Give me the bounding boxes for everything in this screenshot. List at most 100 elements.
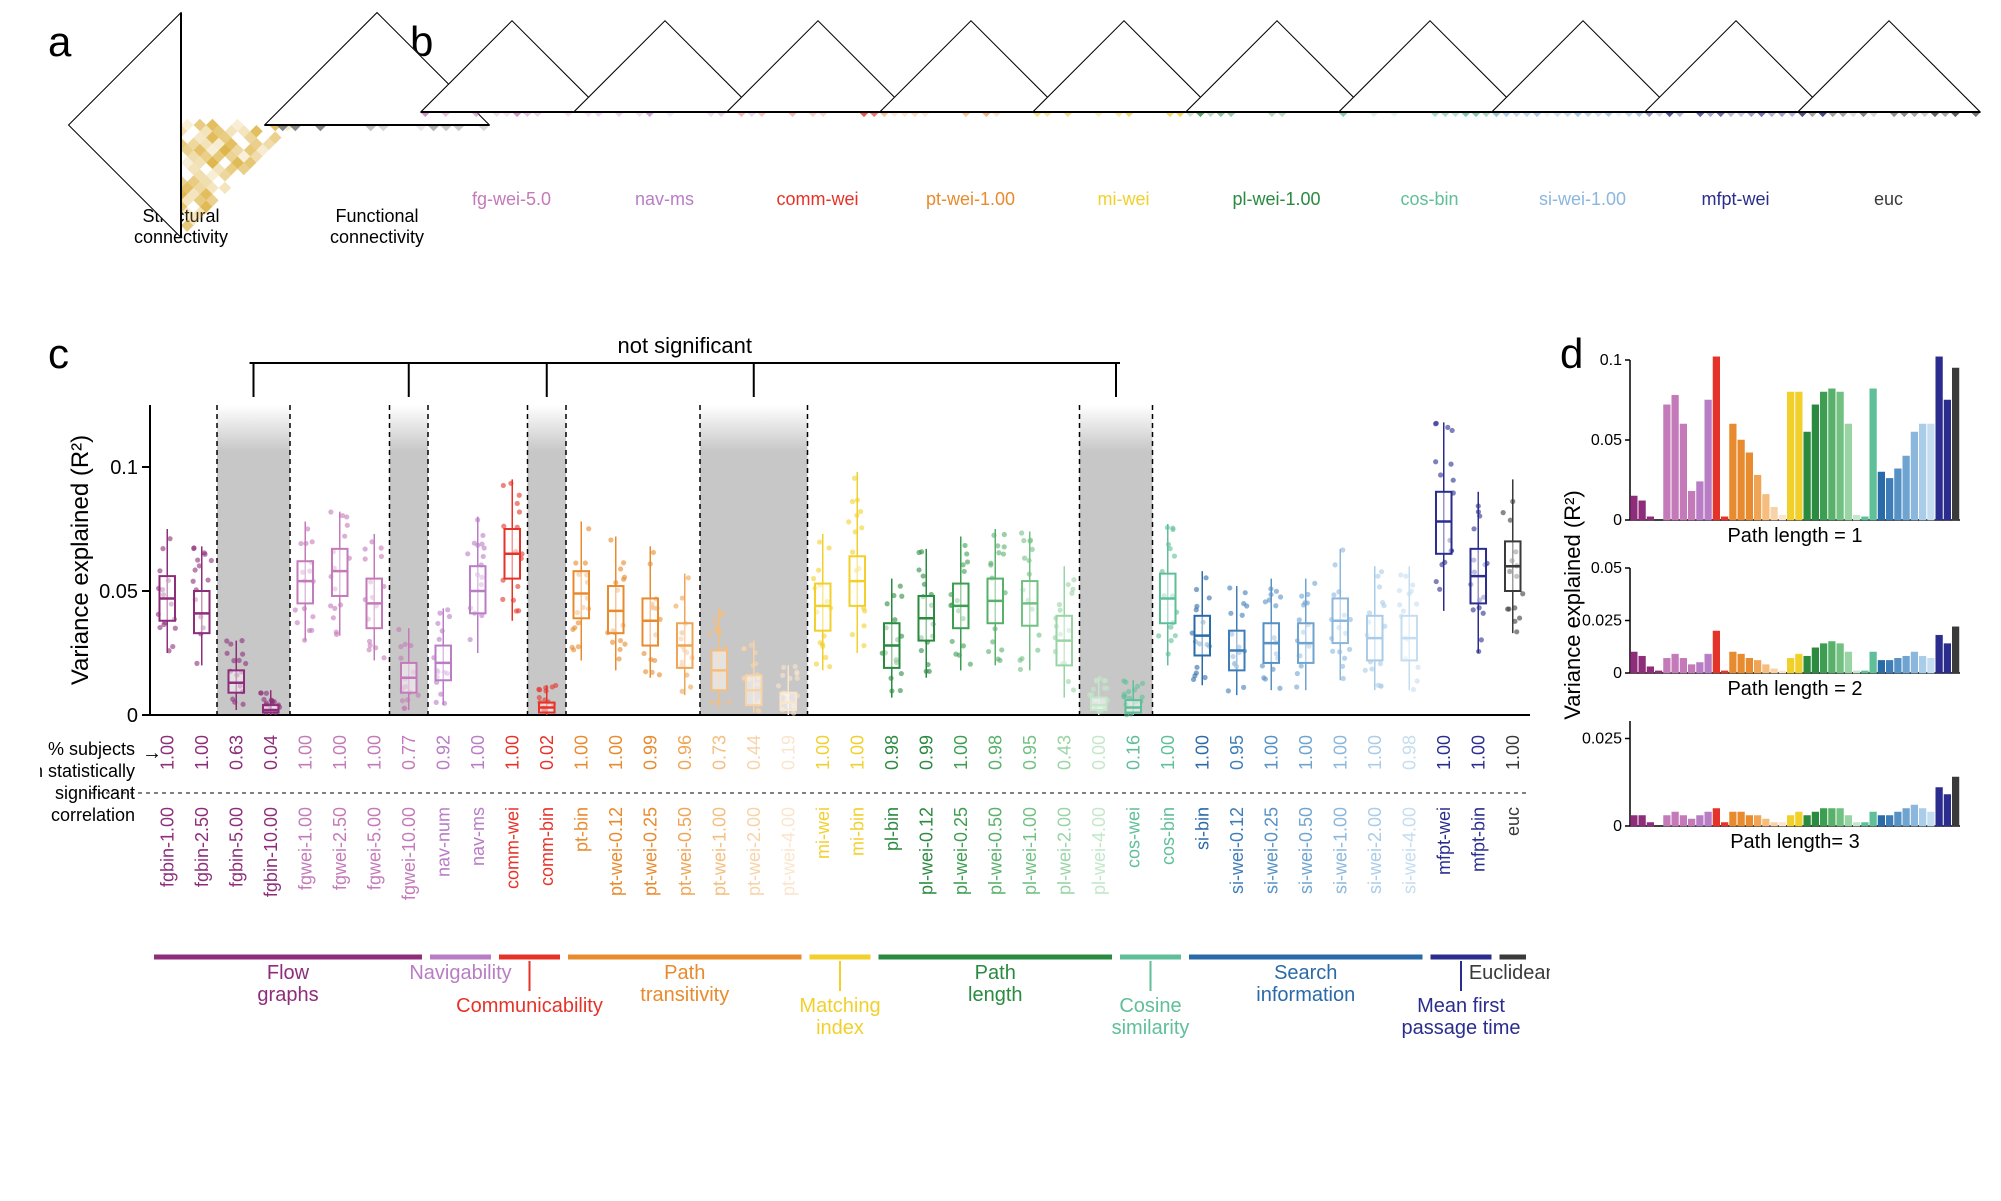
svg-text:0.05: 0.05: [1591, 432, 1622, 449]
svg-text:0.02: 0.02: [537, 735, 557, 770]
svg-text:0.1: 0.1: [1600, 352, 1622, 369]
svg-text:cos-bin: cos-bin: [1158, 807, 1178, 865]
svg-text:pt-wei-1.00: pt-wei-1.00: [709, 807, 729, 896]
communication-matrix: fg-wei-5.0: [440, 40, 583, 210]
communication-matrix: cos-bin: [1358, 40, 1501, 210]
svg-text:1.00: 1.00: [1434, 735, 1454, 770]
communication-matrix: nav-ms: [593, 40, 736, 210]
svg-text:pl-wei-0.50: pl-wei-0.50: [985, 807, 1005, 895]
svg-text:pl-wei-0.25: pl-wei-0.25: [951, 807, 971, 895]
svg-text:0.73: 0.73: [709, 735, 729, 770]
svg-text:0.44: 0.44: [744, 735, 764, 770]
panel-d-chart: Variance explained (R²)00.050.1Path leng…: [1560, 345, 1980, 865]
svg-text:1.00: 1.00: [813, 735, 833, 770]
panel-b: fg-wei-5.0nav-mscomm-weipt-wei-1.00mi-we…: [440, 40, 1960, 210]
panel-c-chart: 00.050.1Variance explained (R²)not signi…: [40, 290, 1550, 1190]
svg-text:si-wei-0.12: si-wei-0.12: [1227, 807, 1247, 894]
svg-text:0.98: 0.98: [1399, 735, 1419, 770]
svg-text:pt-wei-0.25: pt-wei-0.25: [640, 807, 660, 896]
svg-text:0.95: 0.95: [1227, 735, 1247, 770]
svg-text:nav-ms: nav-ms: [468, 807, 488, 866]
svg-text:si-bin: si-bin: [1192, 807, 1212, 850]
svg-text:0.99: 0.99: [640, 735, 660, 770]
svg-text:pl-bin: pl-bin: [882, 807, 902, 851]
svg-text:pt-wei-2.00: pt-wei-2.00: [744, 807, 764, 896]
structural-connectivity-matrix: Structural connectivity: [85, 40, 277, 248]
svg-text:correlation: correlation: [51, 805, 135, 825]
svg-text:si-wei-1.00: si-wei-1.00: [1330, 807, 1350, 894]
svg-text:fgwei-1.00: fgwei-1.00: [295, 807, 315, 890]
svg-text:0.025: 0.025: [1582, 613, 1622, 630]
svg-text:1.00: 1.00: [1296, 735, 1316, 770]
svg-text:Euclidean: Euclidean: [1469, 962, 1550, 984]
svg-text:0.05: 0.05: [1591, 560, 1622, 577]
svg-text:0.98: 0.98: [985, 735, 1005, 770]
svg-text:1.00: 1.00: [951, 735, 971, 770]
svg-text:0.92: 0.92: [433, 735, 453, 770]
svg-text:0.98: 0.98: [882, 735, 902, 770]
svg-text:length: length: [968, 984, 1023, 1006]
svg-text:0.00: 0.00: [1089, 735, 1109, 770]
svg-text:Communicability: Communicability: [456, 995, 603, 1017]
svg-text:Variance explained (R²): Variance explained (R²): [67, 435, 94, 685]
svg-text:si-wei-2.00: si-wei-2.00: [1365, 807, 1385, 894]
svg-text:0: 0: [1613, 512, 1622, 529]
svg-text:euc: euc: [1503, 807, 1523, 836]
svg-text:1.00: 1.00: [1261, 735, 1281, 770]
svg-text:graphs: graphs: [257, 984, 318, 1006]
svg-text:1.00: 1.00: [1468, 735, 1488, 770]
communication-matrix: pt-wei-1.00: [899, 40, 1042, 210]
svg-text:0.025: 0.025: [1582, 731, 1622, 748]
svg-text:0.05: 0.05: [99, 581, 138, 603]
svg-text:1.00: 1.00: [606, 735, 626, 770]
panel-a: Structural connectivityFunctional connec…: [85, 40, 473, 248]
svg-text:1.00: 1.00: [1158, 735, 1178, 770]
svg-text:Search: Search: [1274, 962, 1337, 984]
svg-text:not significant: not significant: [617, 333, 752, 358]
svg-text:information: information: [1256, 984, 1355, 1006]
svg-text:si-wei-4.00: si-wei-4.00: [1399, 807, 1419, 894]
svg-text:Path: Path: [975, 962, 1016, 984]
svg-text:pl-wei-4.00: pl-wei-4.00: [1089, 807, 1109, 895]
svg-text:0.1: 0.1: [110, 457, 138, 479]
svg-text:1.00: 1.00: [468, 735, 488, 770]
svg-text:0: 0: [1613, 818, 1622, 835]
svg-text:Path: Path: [664, 962, 705, 984]
svg-text:pt-wei-4.00: pt-wei-4.00: [778, 807, 798, 896]
svg-text:Mean first: Mean first: [1417, 995, 1505, 1017]
svg-text:mfpt-wei: mfpt-wei: [1434, 807, 1454, 875]
svg-text:% subjects: % subjects: [48, 739, 135, 759]
svg-text:fgbin-10.00: fgbin-10.00: [261, 807, 281, 897]
panel-label-a: a: [48, 18, 71, 66]
svg-text:0.43: 0.43: [1054, 735, 1074, 770]
svg-text:1.00: 1.00: [192, 735, 212, 770]
svg-text:Path length = 2: Path length = 2: [1727, 678, 1862, 700]
svg-text:Flow: Flow: [267, 962, 310, 984]
svg-text:cos-wei: cos-wei: [1123, 807, 1143, 868]
communication-matrix: mfpt-wei: [1664, 40, 1807, 210]
svg-text:Navigability: Navigability: [409, 962, 511, 984]
svg-text:1.00: 1.00: [847, 735, 867, 770]
svg-text:pt-wei-0.12: pt-wei-0.12: [606, 807, 626, 896]
svg-text:si-wei-0.25: si-wei-0.25: [1261, 807, 1281, 894]
svg-text:0: 0: [1613, 665, 1622, 682]
svg-text:passage time: passage time: [1402, 1017, 1521, 1039]
svg-text:Cosine: Cosine: [1119, 995, 1181, 1017]
svg-text:1.00: 1.00: [1365, 735, 1385, 770]
svg-text:0.63: 0.63: [226, 735, 246, 770]
svg-text:fgbin-2.50: fgbin-2.50: [192, 807, 212, 887]
svg-text:fgwei-2.50: fgwei-2.50: [330, 807, 350, 890]
svg-text:1.00: 1.00: [502, 735, 522, 770]
svg-text:comm-wei: comm-wei: [502, 807, 522, 889]
svg-text:1.00: 1.00: [571, 735, 591, 770]
svg-text:mi-wei: mi-wei: [813, 807, 833, 859]
svg-text:mi-bin: mi-bin: [847, 807, 867, 856]
svg-text:similarity: similarity: [1112, 1017, 1190, 1039]
communication-matrix: pl-wei-1.00: [1205, 40, 1348, 210]
svg-text:0.95: 0.95: [1020, 735, 1040, 770]
svg-text:0.04: 0.04: [261, 735, 281, 770]
svg-text:1.00: 1.00: [295, 735, 315, 770]
svg-text:1.00: 1.00: [364, 735, 384, 770]
svg-text:fgbin-5.00: fgbin-5.00: [226, 807, 246, 887]
svg-text:1.00: 1.00: [1330, 735, 1350, 770]
